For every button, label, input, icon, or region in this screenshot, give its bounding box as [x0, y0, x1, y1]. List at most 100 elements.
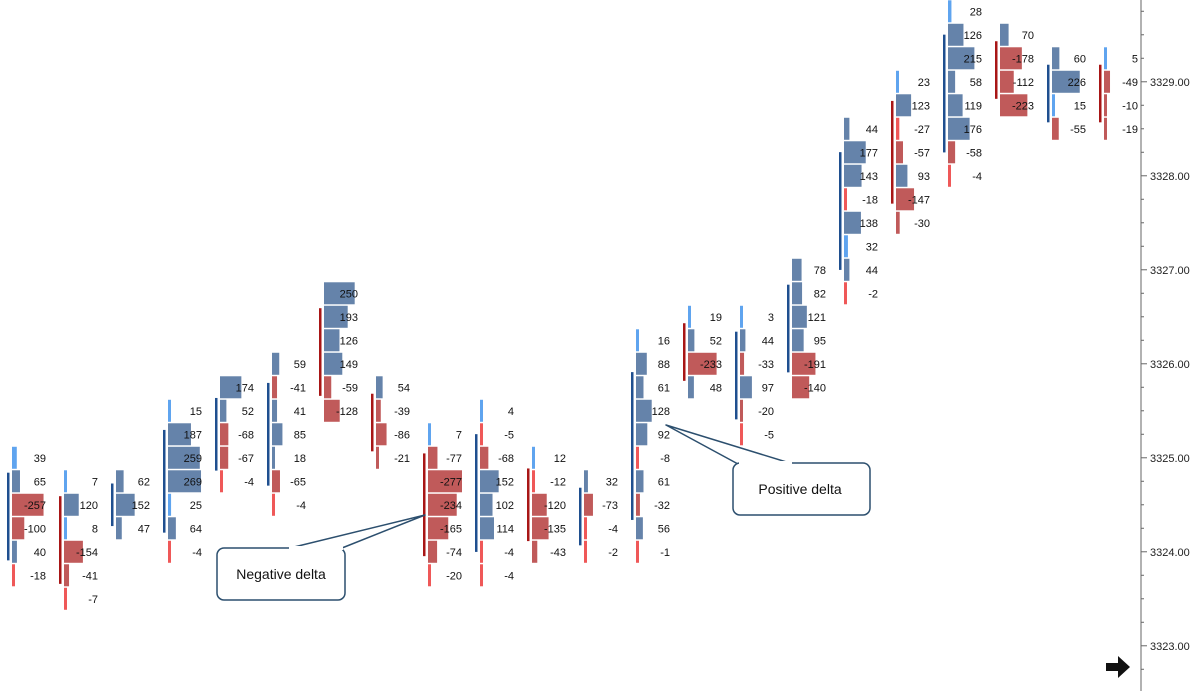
footprint-cell	[844, 211, 861, 234]
footprint-value-label: -4	[244, 476, 254, 488]
footprint-value-label: 88	[658, 359, 670, 371]
footprint-cell	[688, 305, 691, 328]
footprint-value-label: 39	[34, 453, 46, 465]
footprint-value-label: -135	[544, 523, 566, 535]
footprint-value-label: -41	[82, 570, 98, 582]
price-axis: 3323.00 3324.00 3325.00 3326.00 3327.00 3328.…	[1140, 0, 1190, 691]
positive-delta-callout: Positive delta	[665, 424, 871, 516]
footprint-cell	[844, 164, 862, 187]
footprint-value-label: -178	[1012, 53, 1034, 65]
footprint-cell	[116, 493, 135, 516]
delta-bar	[163, 429, 166, 533]
footprint-value-label: 193	[340, 312, 358, 324]
footprint-value-label: -74	[446, 547, 462, 559]
footprint-cell	[220, 423, 229, 446]
footprint-bar: 23 123 -27 -57 93 -147 -30	[891, 70, 930, 234]
footprint-value-label: 102	[496, 500, 514, 512]
footprint-value-label: 52	[242, 406, 254, 418]
footprint-value-label: -128	[336, 406, 358, 418]
footprint-value-label: 250	[340, 288, 358, 300]
footprint-value-label: -2	[608, 547, 618, 559]
footprint-value-label: -58	[966, 147, 982, 159]
delta-bar	[1099, 64, 1102, 123]
footprint-cell	[480, 423, 483, 446]
footprint-cell	[532, 540, 538, 563]
footprint-cell	[12, 446, 17, 469]
footprint-cell	[1104, 117, 1107, 140]
footprint-cell	[480, 446, 489, 469]
footprint-cell	[844, 188, 847, 211]
footprint-value-label: -233	[700, 359, 722, 371]
footprint-value-label: 143	[860, 171, 878, 183]
footprint-cell	[168, 446, 200, 469]
footprint-value-label: 176	[964, 124, 982, 136]
footprint-value-label: 174	[236, 382, 254, 394]
footprint-bar: 60 226 15 -55	[1047, 47, 1086, 140]
footprint-cell	[792, 329, 804, 352]
footprint-value-label: 44	[866, 265, 878, 277]
delta-bar	[943, 34, 946, 153]
footprint-cell	[1104, 94, 1107, 117]
footprint-cell	[636, 399, 652, 422]
footprint-value-label: 28	[970, 6, 982, 18]
footprint-value-label: 15	[190, 406, 202, 418]
footprint-value-label: -68	[498, 453, 514, 465]
footprint-value-label: -7	[88, 594, 98, 606]
footprint-bar: 5 -49 -10 -19	[1099, 47, 1138, 140]
footprint-value-label: 16	[658, 335, 670, 347]
footprint-cell	[168, 540, 171, 563]
delta-bar	[579, 487, 582, 546]
scroll-right-button[interactable]	[1106, 656, 1130, 678]
footprint-bar: 44 177 143 -18 138 32 44 -2	[839, 117, 878, 305]
footprint-cell	[896, 117, 900, 140]
footprint-value-label: 44	[762, 335, 774, 347]
footprint-cell	[480, 399, 483, 422]
footprint-cell	[896, 164, 908, 187]
negative-delta-callout: Negative delta	[216, 514, 426, 601]
footprint-value-label: 70	[1022, 30, 1034, 42]
delta-bar	[995, 41, 998, 99]
footprint-value-label: -59	[342, 382, 358, 394]
footprint-value-label: 119	[964, 100, 982, 112]
footprint-cell	[1104, 70, 1111, 93]
footprint-bar: 7 120 8 -154 -41 -7	[59, 470, 98, 610]
footprint-cell	[688, 352, 717, 375]
delta-bar	[319, 308, 322, 396]
delta-bar	[423, 453, 426, 557]
footprint-cell	[948, 70, 956, 93]
footprint-cell	[168, 399, 171, 422]
footprint-value-label: 41	[294, 406, 306, 418]
footprint-value-label: -43	[550, 547, 566, 559]
footprint-cell	[740, 399, 743, 422]
footprint-value-label: -4	[504, 547, 514, 559]
delta-bar	[787, 284, 790, 373]
footprint-cell	[64, 587, 67, 610]
footprint-value-label: -21	[394, 453, 410, 465]
footprint-cell	[636, 493, 640, 516]
footprint-value-label: -33	[758, 359, 774, 371]
footprint-cell	[584, 470, 588, 493]
footprint-cell	[636, 376, 644, 399]
footprint-cell	[272, 423, 283, 446]
footprint-cell	[792, 305, 807, 328]
footprint-value-label: 3	[768, 312, 774, 324]
footprint-value-label: 8	[92, 523, 98, 535]
footprint-value-label: 95	[814, 335, 826, 347]
footprint-value-label: 259	[184, 453, 202, 465]
footprint-value-label: 123	[912, 100, 930, 112]
footprint-value-label: 120	[80, 500, 98, 512]
footprint-cell	[64, 470, 67, 493]
footprint-value-label: -39	[394, 406, 410, 418]
price-tick-label: 3327.00	[1150, 265, 1190, 277]
footprint-cell	[532, 493, 547, 516]
footprint-cell	[272, 446, 275, 469]
delta-bar	[215, 397, 218, 471]
footprint-value-label: -27	[914, 124, 930, 136]
footprint-bar: 54 -39 -86 -21	[371, 376, 410, 469]
footprint-value-label: -73	[602, 500, 618, 512]
footprint-cell	[1052, 94, 1055, 117]
footprint-value-label: 12	[554, 453, 566, 465]
footprint-cell	[1000, 70, 1014, 93]
footprint-value-label: 59	[294, 359, 306, 371]
footprint-cell	[272, 493, 275, 516]
